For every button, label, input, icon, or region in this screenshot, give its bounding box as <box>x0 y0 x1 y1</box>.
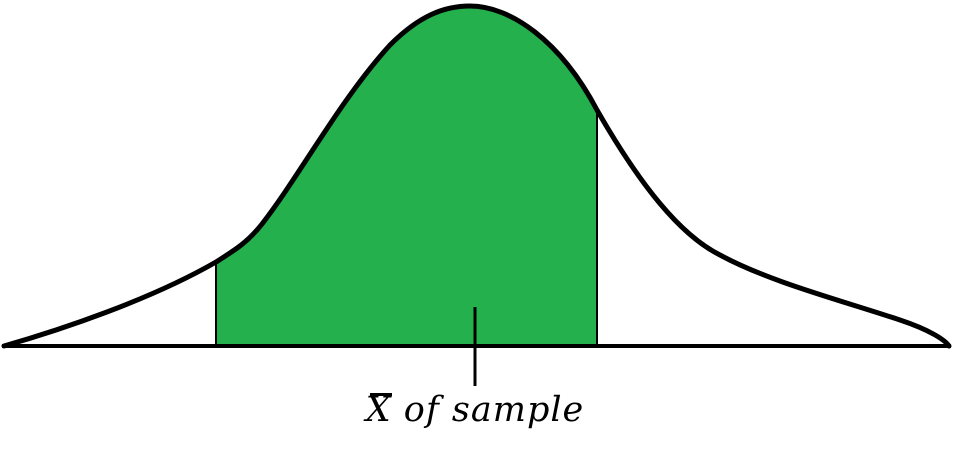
x-bar-symbol: X <box>365 390 392 430</box>
shaded-confidence-region <box>216 6 597 346</box>
sample-mean-text: of sample <box>403 390 585 430</box>
sample-mean-label: X of sample <box>300 390 650 430</box>
bell-curve <box>1 3 952 349</box>
